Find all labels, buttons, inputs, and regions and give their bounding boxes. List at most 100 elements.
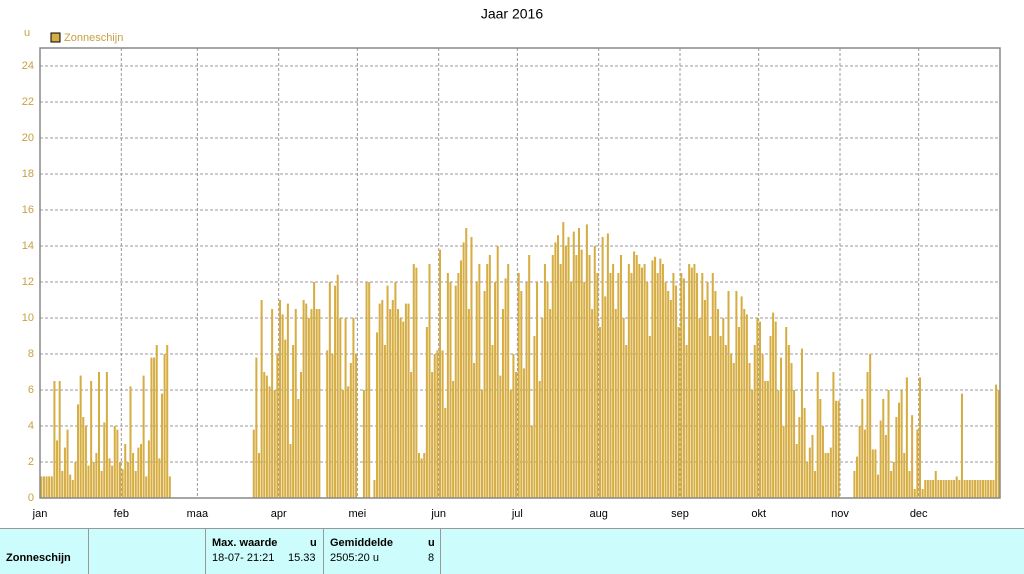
bar bbox=[63, 447, 66, 498]
bar bbox=[701, 273, 704, 498]
bar bbox=[892, 462, 895, 498]
bar bbox=[971, 480, 974, 498]
bar bbox=[368, 282, 371, 498]
bar bbox=[139, 444, 142, 498]
bar bbox=[675, 285, 678, 498]
bar bbox=[418, 453, 421, 498]
bar bbox=[45, 476, 48, 498]
x-tick-label: dec bbox=[910, 508, 928, 520]
bar bbox=[877, 474, 880, 498]
bar bbox=[536, 282, 539, 498]
bar bbox=[667, 291, 670, 498]
bar bbox=[449, 282, 452, 498]
bar bbox=[155, 345, 158, 498]
bar bbox=[297, 399, 300, 498]
bar bbox=[457, 273, 460, 498]
bar bbox=[459, 260, 462, 498]
bar bbox=[284, 339, 287, 498]
bar bbox=[766, 381, 769, 498]
bar bbox=[890, 471, 893, 498]
bar bbox=[974, 480, 977, 498]
bar bbox=[520, 291, 523, 498]
bar bbox=[507, 264, 510, 498]
x-tick-label: jan bbox=[32, 508, 48, 520]
bar bbox=[837, 400, 840, 498]
bar bbox=[669, 300, 672, 498]
bar bbox=[292, 345, 295, 498]
bar bbox=[646, 282, 649, 498]
bar bbox=[735, 291, 738, 498]
bar bbox=[790, 363, 793, 498]
bar bbox=[98, 372, 101, 498]
bar bbox=[260, 300, 263, 498]
column-unit: u bbox=[310, 537, 317, 549]
bar bbox=[488, 255, 491, 498]
bar bbox=[281, 314, 284, 498]
y-tick-label: 10 bbox=[22, 312, 34, 324]
bar bbox=[926, 480, 929, 498]
bar bbox=[625, 345, 628, 498]
bar bbox=[82, 417, 85, 498]
row-label: Zonneschijn bbox=[6, 552, 71, 564]
bar bbox=[575, 255, 578, 498]
bar bbox=[446, 273, 449, 498]
bar bbox=[638, 264, 641, 498]
bar bbox=[853, 471, 856, 498]
bar bbox=[328, 282, 331, 498]
legend-swatch bbox=[50, 32, 61, 43]
column-unit: u bbox=[428, 537, 435, 549]
bar bbox=[286, 303, 289, 498]
bar bbox=[454, 285, 457, 498]
bar bbox=[310, 309, 313, 498]
bar bbox=[583, 282, 586, 498]
bar bbox=[819, 399, 822, 498]
bar bbox=[465, 228, 468, 498]
x-tick-label: aug bbox=[590, 508, 608, 520]
bar bbox=[939, 480, 942, 498]
bar bbox=[294, 309, 297, 498]
bar bbox=[129, 386, 132, 498]
bar bbox=[711, 273, 714, 498]
bar bbox=[748, 363, 751, 498]
bar bbox=[619, 255, 622, 498]
bar bbox=[604, 296, 607, 498]
legend-label: Zonneschijn bbox=[64, 32, 123, 44]
bar bbox=[960, 393, 963, 498]
bar bbox=[87, 465, 90, 498]
column-header: Max. waarde bbox=[212, 537, 278, 549]
bar bbox=[425, 327, 428, 498]
bar bbox=[654, 256, 657, 498]
bar bbox=[365, 282, 368, 498]
y-tick-label: 4 bbox=[28, 420, 34, 432]
bar bbox=[271, 309, 274, 498]
bar bbox=[879, 420, 882, 498]
bar bbox=[714, 291, 717, 498]
bar bbox=[659, 258, 662, 498]
bar bbox=[391, 300, 394, 498]
bar bbox=[633, 251, 636, 498]
bar bbox=[278, 300, 282, 498]
bar bbox=[305, 303, 308, 498]
bar bbox=[549, 309, 552, 498]
bar bbox=[709, 336, 712, 498]
bar bbox=[378, 303, 381, 498]
bar bbox=[821, 426, 824, 498]
bar bbox=[913, 489, 916, 498]
bar bbox=[470, 237, 473, 498]
bar bbox=[533, 336, 536, 498]
bar bbox=[564, 246, 567, 498]
bar bbox=[630, 273, 633, 498]
bar bbox=[774, 321, 777, 498]
bar bbox=[530, 426, 533, 498]
bar bbox=[494, 282, 497, 498]
bar bbox=[483, 291, 486, 498]
bar bbox=[438, 249, 442, 498]
bar bbox=[355, 354, 358, 498]
bar bbox=[302, 300, 305, 498]
bar bbox=[452, 381, 455, 498]
column-header: Gemiddelde bbox=[330, 537, 393, 549]
y-tick-label: 2 bbox=[28, 456, 34, 468]
bar bbox=[942, 480, 945, 498]
cell: 2505:20 u bbox=[330, 552, 379, 564]
